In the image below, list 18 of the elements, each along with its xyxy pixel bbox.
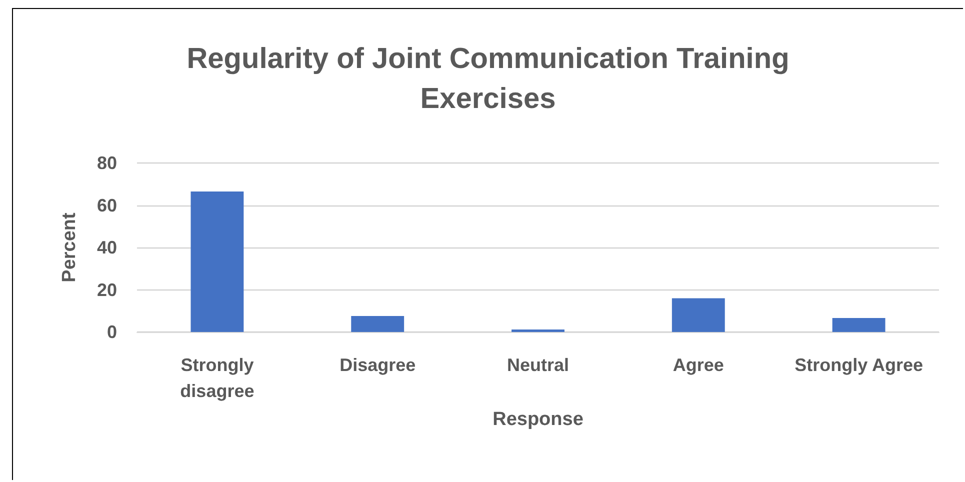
bar [832, 318, 886, 332]
x-tick-label: Strongly disagree [180, 355, 254, 401]
y-tick-label: 40 [96, 238, 117, 258]
bar [512, 329, 564, 332]
y-tick-label: 60 [96, 195, 117, 216]
bar [672, 298, 725, 332]
y-tick-label: 80 [96, 153, 117, 173]
x-tick-label: Disagree [340, 355, 416, 375]
bar [351, 316, 404, 332]
y-tick-label: 0 [106, 322, 117, 342]
x-tick-label: Agree [672, 355, 724, 375]
x-axis-title: Response [492, 409, 584, 430]
chart-title: Regularity of Joint Communication Training Exercises [186, 43, 790, 115]
y-tick-label: 20 [96, 280, 117, 300]
bar [190, 192, 244, 332]
x-tick-label: Strongly Agree [794, 355, 923, 375]
y-axis-title: Percent [59, 212, 80, 282]
x-tick-label: Neutral [506, 355, 570, 375]
